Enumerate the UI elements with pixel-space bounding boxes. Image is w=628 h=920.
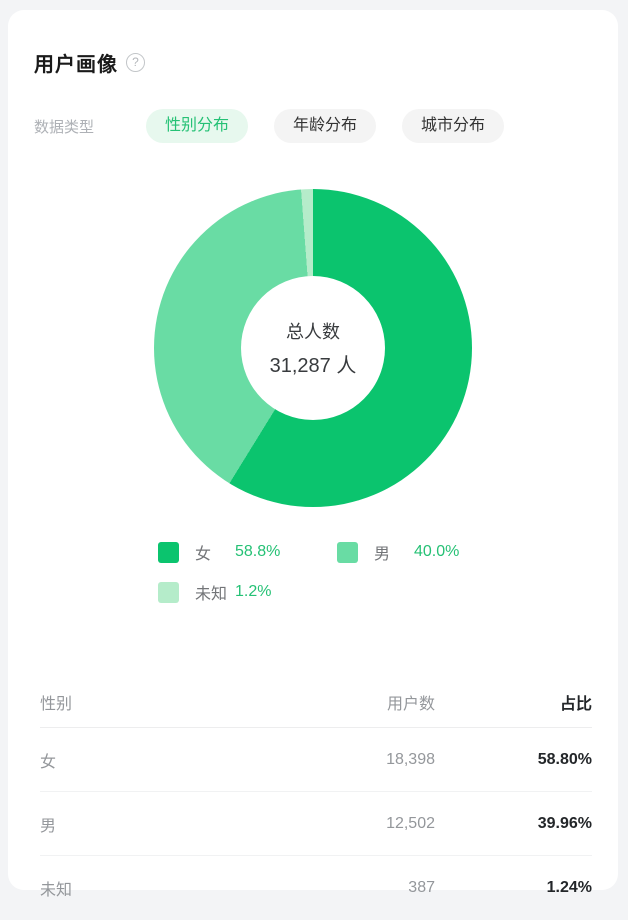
legend-item-male[interactable]: 男 40.0%: [337, 532, 516, 572]
col-header-user-count: 用户数: [386, 695, 435, 713]
cell-gender: 男: [40, 817, 57, 835]
donut-center: 总人数 31,287 人: [241, 276, 385, 420]
gender-table: 性别 用户数 占比 女 18,398 58.80% 男 12,502 39.96…: [8, 676, 618, 920]
legend-item-female[interactable]: 女 58.8%: [158, 532, 337, 572]
total-people-label: 总人数: [286, 322, 340, 342]
legend-label: 未知: [195, 586, 228, 603]
tab-age-distribution[interactable]: 年龄分布: [274, 109, 377, 143]
cell-gender: 女: [40, 753, 57, 771]
table-row: 男 12,502 39.96%: [40, 792, 592, 856]
cell-user-count: 387: [408, 879, 435, 896]
tab-gender-distribution[interactable]: 性别分布: [146, 109, 249, 143]
table-header-row: 性别 用户数 占比: [40, 676, 592, 728]
legend-label: 男: [374, 546, 391, 563]
legend-swatch-male: [337, 541, 358, 563]
legend-label: 女: [195, 546, 212, 563]
cell-percentage: 58.80%: [537, 750, 592, 768]
page-title: 用户画像: [34, 54, 118, 76]
tab-city-distribution[interactable]: 城市分布: [402, 109, 505, 143]
col-header-gender: 性别: [40, 695, 73, 713]
legend-swatch-female: [158, 541, 179, 563]
tab-group: 性别分布 年龄分布 城市分布: [146, 109, 505, 143]
legend-value: 40.0%: [414, 543, 460, 560]
card-header: 用户画像 ?: [8, 10, 618, 77]
data-type-filter: 数据类型 性别分布 年龄分布 城市分布: [8, 109, 618, 143]
cell-user-count: 12,502: [386, 814, 435, 832]
gender-donut-chart: 总人数 31,287 人: [154, 189, 472, 507]
legend-value: 58.8%: [235, 543, 281, 560]
help-icon[interactable]: ?: [126, 53, 145, 72]
filter-label: 数据类型: [34, 118, 95, 136]
chart-legend: 女 58.8% 男 40.0% 未知 1.2%: [158, 532, 538, 612]
legend-swatch-unknown: [158, 581, 179, 603]
table-row: 未知 387 1.24%: [40, 856, 592, 920]
legend-value: 1.2%: [235, 583, 272, 600]
cell-percentage: 1.24%: [546, 879, 592, 896]
table-row: 女 18,398 58.80%: [40, 728, 592, 792]
user-portrait-card: 用户画像 ? 数据类型 性别分布 年龄分布 城市分布 总人数 31,287 人 …: [8, 10, 618, 899]
cell-user-count: 18,398: [386, 750, 435, 768]
col-header-percentage: 占比: [559, 695, 592, 713]
cell-percentage: 39.96%: [537, 814, 592, 832]
legend-item-unknown[interactable]: 未知 1.2%: [158, 572, 337, 612]
total-people-value: 31,287 人: [269, 355, 357, 377]
